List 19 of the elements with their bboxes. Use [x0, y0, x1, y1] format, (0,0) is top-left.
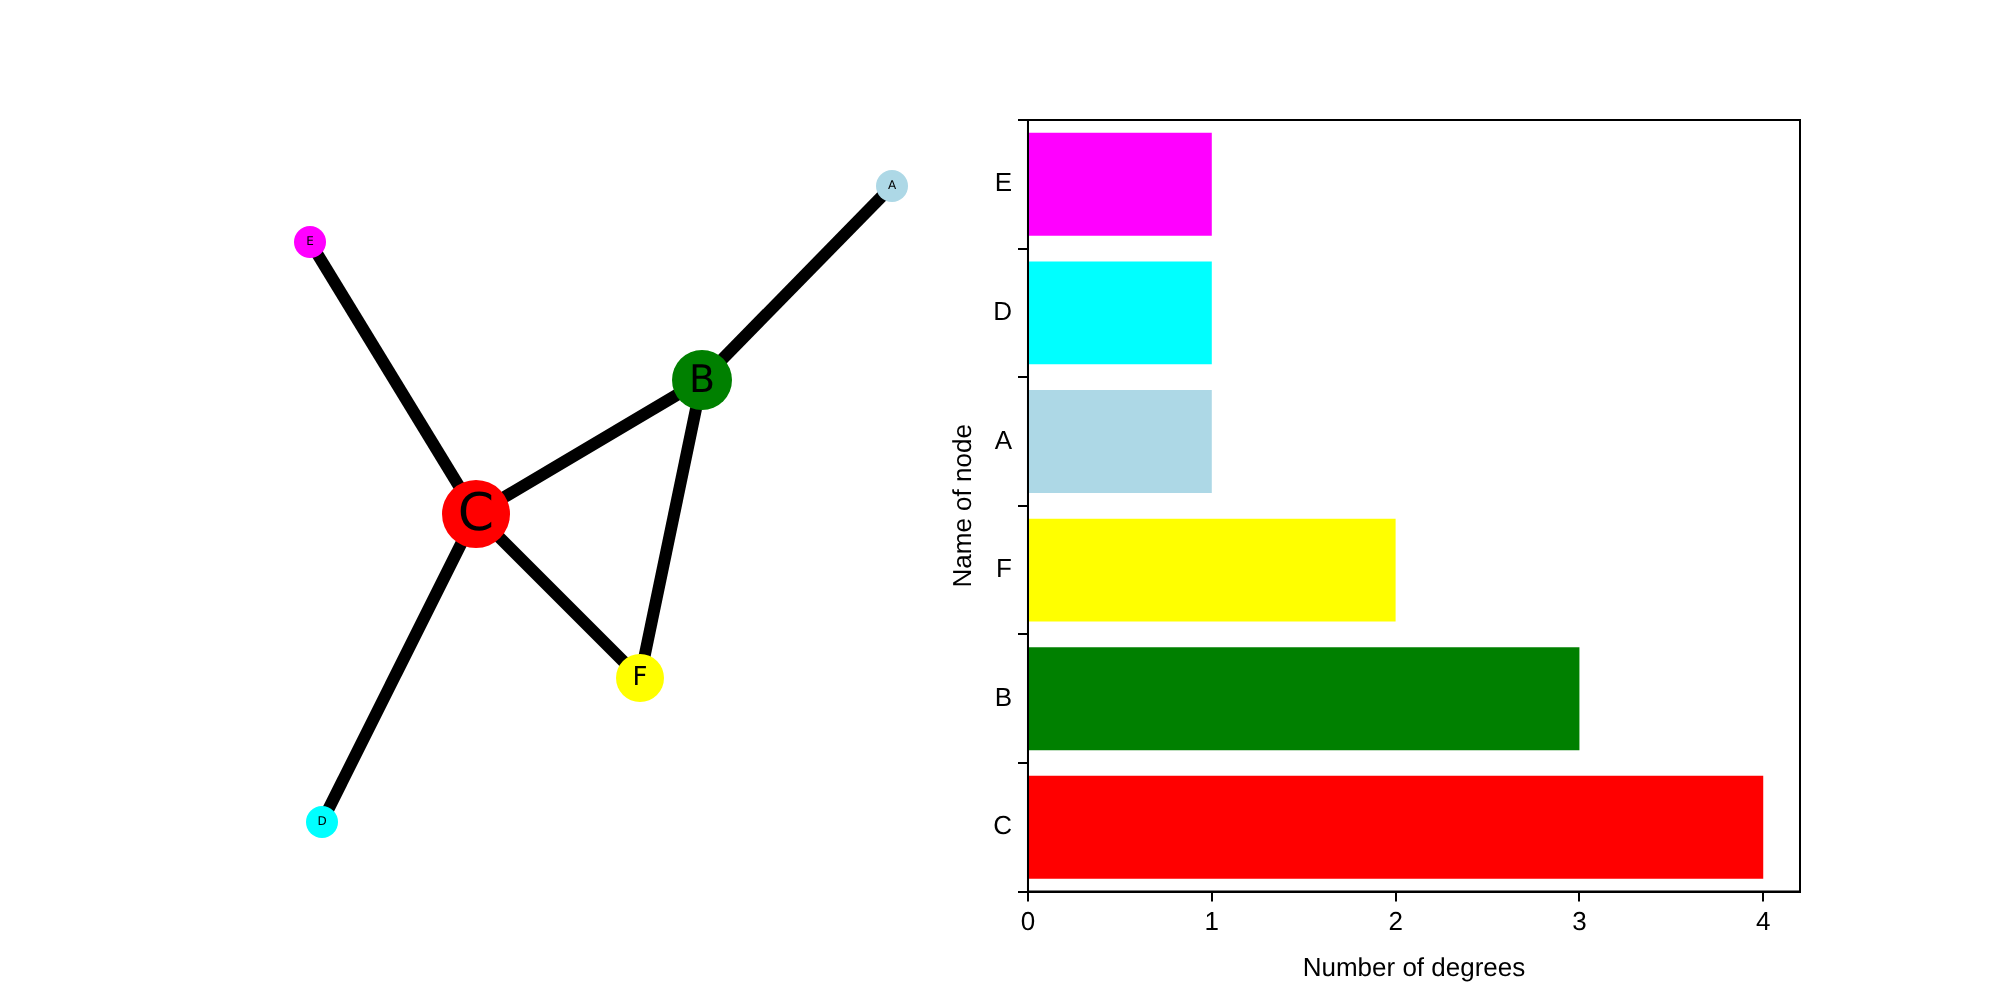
- bar: [1028, 261, 1212, 365]
- y-tick-label: B: [994, 681, 1012, 712]
- bar: [1028, 647, 1580, 751]
- y-tick-label: E: [994, 167, 1013, 198]
- x-tick-label: 1: [1204, 906, 1220, 937]
- x-tick-label: 4: [1756, 906, 1771, 937]
- x-tick-label: 0: [1020, 906, 1036, 937]
- x-axis-title: Number of degrees: [1302, 951, 1527, 982]
- y-tick-label: F: [996, 553, 1013, 584]
- y-tick-label: A: [994, 424, 1013, 455]
- bar: [1028, 132, 1212, 236]
- y-tick-label: D: [993, 296, 1012, 327]
- bar: [1028, 518, 1396, 622]
- x-tick-label: 2: [1388, 906, 1403, 937]
- bar: [1028, 775, 1764, 879]
- x-tick-label: 3: [1572, 906, 1587, 937]
- y-tick-label: C: [993, 810, 1012, 841]
- bar: [1028, 390, 1212, 493]
- y-axis-title: Name of node: [946, 424, 977, 588]
